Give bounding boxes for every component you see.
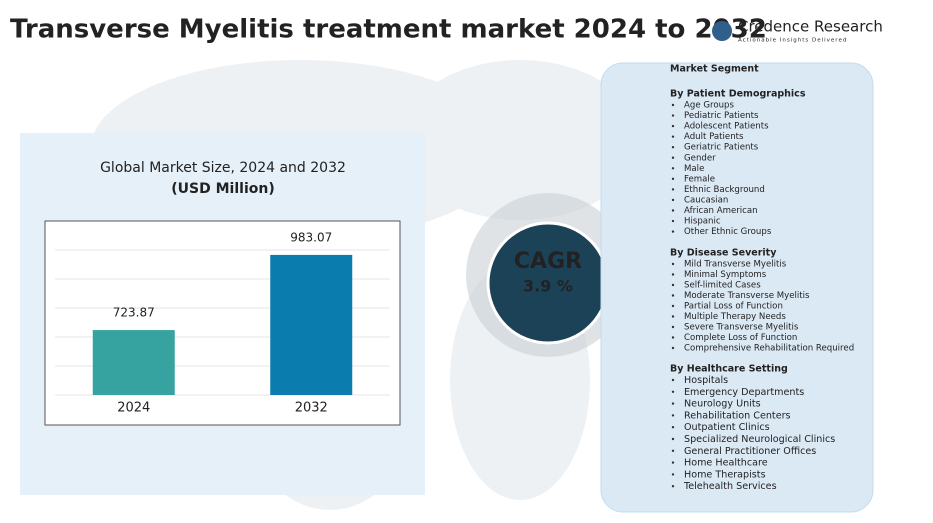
segment-item: Home Healthcare (684, 458, 768, 469)
segment-item: Caucasian (684, 195, 728, 205)
bullet (671, 114, 675, 117)
bullet (671, 449, 675, 452)
bullet (671, 325, 675, 329)
segment-item: Severe Transverse Myelitis (684, 323, 799, 333)
bullet (671, 485, 675, 488)
segment-item: Female (684, 174, 715, 184)
bullet (671, 437, 675, 441)
segment-item: Emergency Departments (684, 387, 804, 398)
bullet (671, 273, 675, 276)
segment-item: Mild Transverse Myelitis (684, 260, 787, 270)
group-title: By Disease Severity (670, 248, 777, 259)
segment-item: Multiple Therapy Needs (684, 312, 786, 322)
segment-item: Rehabilitation Centers (684, 410, 791, 421)
bullet (671, 426, 675, 429)
segment-item: Male (684, 164, 704, 174)
segment-item: General Practitioner Offices (684, 446, 816, 457)
chart-title: Global Market Size, 2024 and 2032 (100, 160, 346, 176)
bullet (671, 209, 675, 212)
bullet (671, 283, 675, 287)
bullet (671, 304, 675, 308)
bullet (671, 402, 675, 405)
segment-item: Comprehensive Rehabilitation Required (684, 344, 854, 354)
cagr-badge: CAGR 3.9 % (466, 193, 630, 357)
bar (270, 254, 353, 395)
segment-item: Telehealth Services (683, 481, 777, 492)
bullet (671, 461, 675, 464)
segment-item: Hispanic (684, 217, 721, 227)
bullet (671, 315, 675, 318)
logo: Credence Research Actionable Insights De… (712, 18, 883, 44)
bullet (671, 103, 675, 107)
segment-item: Ethnic Background (684, 185, 765, 195)
bar (92, 330, 175, 395)
segment-panel (600, 62, 874, 513)
x-tick-label: 2024 (117, 401, 150, 416)
segment-item: Adolescent Patients (684, 122, 769, 132)
segment-item: Neurology Units (684, 399, 761, 410)
bullet (671, 177, 675, 181)
bullet (671, 188, 675, 191)
x-tick-label: 2032 (295, 401, 328, 416)
bullet (671, 473, 675, 476)
bullet (671, 167, 675, 170)
bullet (671, 390, 675, 393)
segment-item: Self-limited Cases (684, 281, 761, 291)
group-title: By Patient Demographics (670, 89, 806, 100)
segment-item: Hospitals (684, 375, 728, 386)
segment-heading: Market Segment (670, 64, 759, 75)
value-label: 723.87 (113, 306, 155, 320)
value-label: 983.07 (290, 230, 332, 244)
segment-item: African American (684, 206, 758, 216)
bullet (671, 414, 675, 417)
bullet (671, 124, 675, 128)
segment-item: Adult Patients (684, 132, 744, 142)
bullet (671, 146, 675, 149)
bullet (671, 198, 675, 202)
bullet (671, 294, 675, 297)
bullet (671, 262, 675, 266)
bullet (671, 346, 675, 350)
page-title: Transverse Myelitis treatment market 202… (10, 15, 767, 45)
bullet (671, 156, 675, 159)
logo-tagline: Actionable Insights Delivered (738, 38, 847, 44)
segment-item: Pediatric Patients (684, 111, 759, 121)
cagr-label: CAGR (514, 249, 582, 274)
bullet (671, 135, 675, 138)
group-title: By Healthcare Setting (670, 364, 788, 375)
bullet (671, 378, 675, 382)
cagr-value: 3.9 % (523, 277, 573, 296)
bullet (671, 336, 675, 339)
segment-item: Other Ethnic Groups (684, 227, 772, 237)
segment-item: Geriatric Patients (684, 143, 759, 153)
segment-item: Gender (684, 153, 716, 163)
bullet (671, 219, 675, 223)
segment-item: Home Therapists (684, 469, 766, 480)
chart-subtitle: (USD Million) (171, 181, 274, 197)
segment-item: Partial Loss of Function (684, 302, 783, 312)
logo-name: Credence Research (738, 18, 883, 36)
segment-item: Moderate Transverse Myelitis (684, 291, 810, 301)
bullet (671, 230, 675, 233)
segment-item: Specialized Neurological Clinics (684, 434, 835, 445)
segment-item: Minimal Symptoms (684, 270, 767, 280)
segment-item: Outpatient Clinics (684, 422, 770, 433)
segment-item: Complete Loss of Function (684, 333, 797, 343)
segment-item: Age Groups (684, 101, 735, 111)
